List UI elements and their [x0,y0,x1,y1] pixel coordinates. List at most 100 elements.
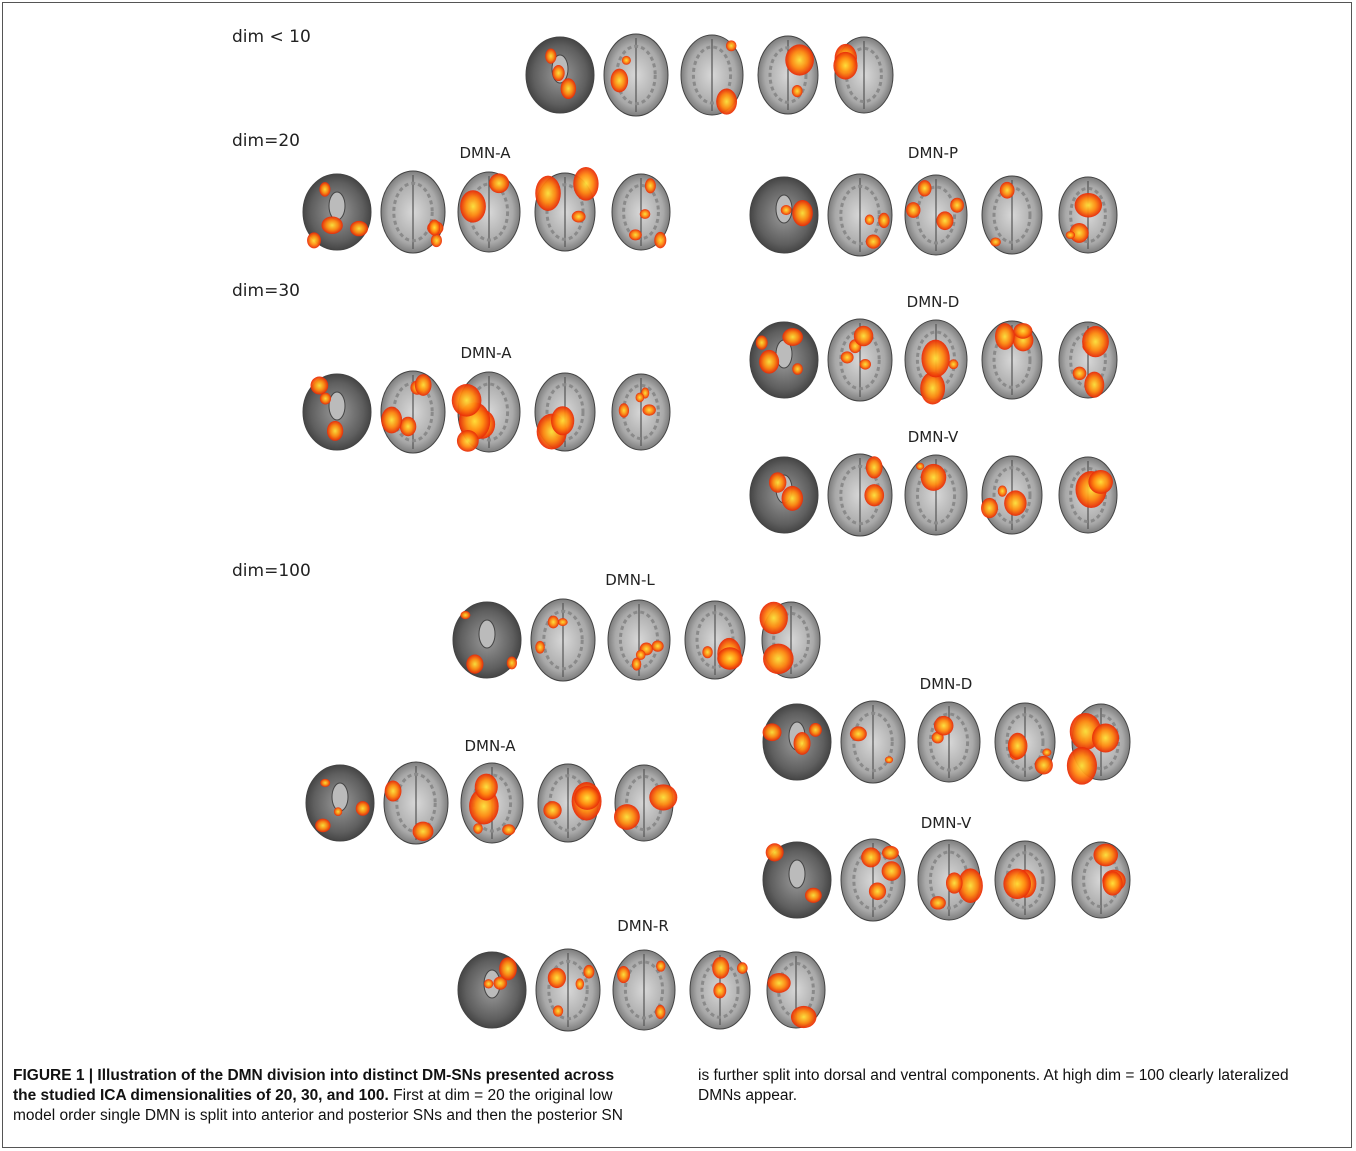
activation-blob [948,359,959,370]
figure-panel: dim < 10 dim=20 dim=30 dim=100 DMN-A DMN-… [232,27,1131,1032]
network-label: DMN-A [459,144,511,162]
activation-blob [884,756,894,764]
activation-blob [460,611,471,620]
activation-blob [781,485,804,511]
activation-blob [381,406,403,434]
activation-blob [618,403,630,418]
brain-slice [383,761,449,845]
activation-blob [1003,868,1031,900]
activation-blob [1007,732,1028,760]
brain-inner [623,960,665,1020]
brain-slice [607,599,671,681]
brain-slice [994,840,1056,920]
brain-slice [611,173,671,251]
brain-inner [852,711,894,773]
brain-inner [547,959,589,1021]
activation-blob [319,392,332,405]
brain-inner [691,45,733,105]
activation-blob [307,232,321,249]
brain-slice [535,948,601,1032]
activation-blob [1066,747,1097,785]
brain-slice [1058,321,1118,399]
activation-blob [315,818,331,833]
activation-blob [551,406,575,436]
brain-inner [545,183,585,241]
activation-blob [921,339,950,378]
activation-blob [833,51,858,80]
brain-inner [1005,713,1045,771]
network-label: DMN-D [907,293,960,311]
activation-blob [333,807,343,816]
activation-blob [545,48,557,64]
activation-blob [920,463,947,491]
brain-slice [452,601,522,679]
activation-blob [320,778,331,787]
brainstem [788,859,806,889]
activation-blob [957,868,983,903]
brain-slice [981,175,1043,255]
dimension-label: dim=30 [232,281,300,301]
activation-blob [861,847,881,868]
activation-blob [1072,366,1087,381]
activation-blob [571,210,586,223]
activation-blob [981,497,998,519]
activation-blob [621,55,631,65]
activation-blob [310,376,329,395]
activation-blob [759,349,780,374]
activation-blob [933,715,954,736]
brain-slice [994,702,1056,782]
activation-blob [499,957,517,981]
activation-blob [1082,326,1109,358]
brain-inner [928,712,970,772]
activation-blob [319,182,331,197]
brain-slice [689,950,751,1030]
brain-slice [981,455,1043,535]
activation-blob [460,190,486,223]
brain-slice [762,703,832,781]
activation-blob [575,978,585,990]
activation-blob [384,780,402,802]
brain-slice [680,34,744,116]
activation-blob [399,416,417,437]
activation-blob [805,887,822,903]
activation-blob [1088,469,1113,494]
brain-slice [757,35,819,115]
activation-blob [506,656,517,670]
network-label: DMN-D [920,675,973,693]
activation-blob [853,325,874,347]
activation-blob [428,219,441,236]
activation-blob [1013,323,1033,339]
brain-slice [302,373,372,451]
activation-blob [762,723,782,742]
activation-blob [635,649,646,661]
activation-blob [326,420,344,441]
brain-slice [827,173,893,257]
brain-inner [1069,331,1107,389]
brain-slice [1066,703,1131,785]
network-label: DMN-P [908,144,958,162]
activation-blob [763,643,794,675]
activation-blob [552,64,565,82]
activation-blob [642,404,656,416]
activation-blob [737,962,748,974]
brain-slice [451,371,521,453]
activation-blob [456,430,479,452]
activation-blob [466,654,484,674]
activation-blob [945,872,963,894]
brain-slice [525,36,595,114]
brain-slice [603,33,669,117]
brain-slice [766,951,826,1029]
activation-blob [990,237,1001,247]
activation-blob [1102,871,1123,896]
activation-blob [644,178,656,194]
activation-blob [792,200,813,227]
activation-blob [881,861,902,881]
activation-blob [712,956,730,979]
activation-blob [350,220,369,237]
activation-blob [473,823,483,834]
brain-slice [380,370,446,454]
activation-blob [1092,723,1120,753]
activation-blob [920,371,946,405]
activation-blob [864,484,885,507]
dimension-label: dim=20 [232,131,300,151]
